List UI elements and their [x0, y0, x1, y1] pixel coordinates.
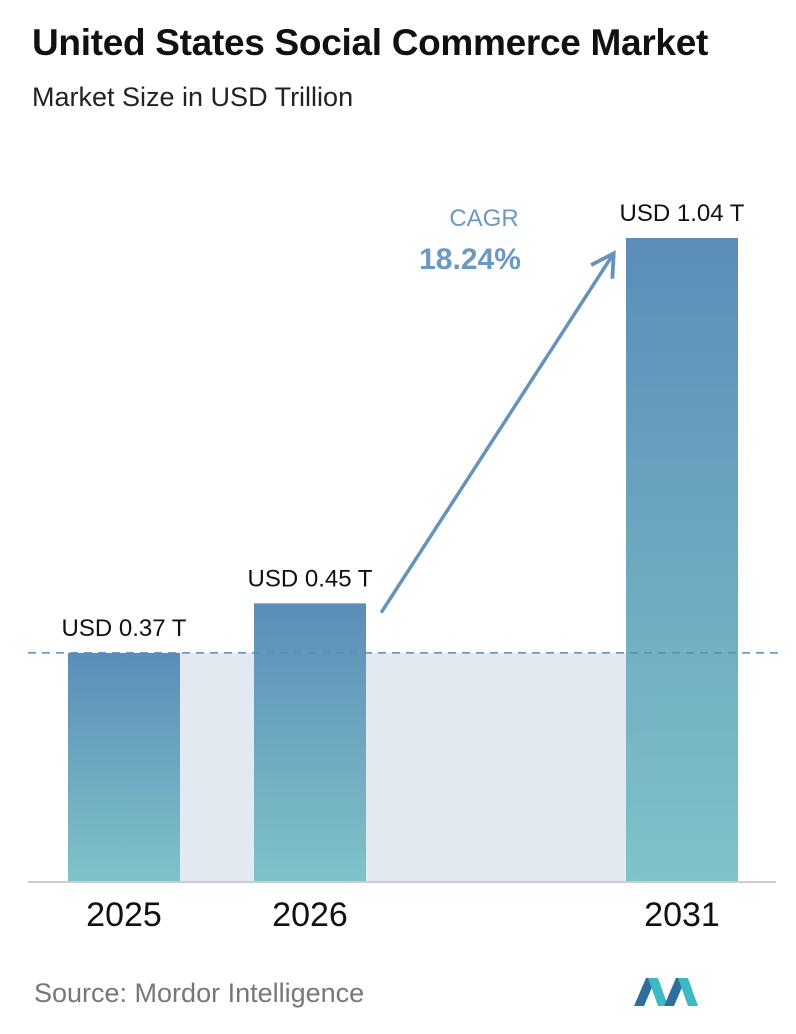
cagr-label: CAGR [449, 205, 518, 232]
cagr-arrow [380, 250, 616, 614]
data-label-2025: USD 0.37 T [62, 615, 187, 642]
source-note: Source: Mordor Intelligence [34, 978, 365, 1008]
data-label-2031: USD 1.04 T [620, 200, 745, 227]
x-tick-label-2031: 2031 [644, 896, 720, 934]
x-tick-label-2026: 2026 [272, 896, 348, 934]
chart-title: United States Social Commerce Market [32, 22, 708, 63]
cagr-value: 18.24% [419, 243, 521, 276]
data-label-2026: USD 0.45 T [248, 565, 373, 592]
bar-2031 [626, 238, 738, 882]
x-tick-label-2025: 2025 [86, 896, 162, 934]
bar-2026 [254, 603, 366, 882]
bar-2025 [68, 652, 180, 882]
mordor-intelligence-logo-icon [634, 978, 698, 1006]
chart-subtitle: Market Size in USD Trillion [32, 82, 354, 112]
